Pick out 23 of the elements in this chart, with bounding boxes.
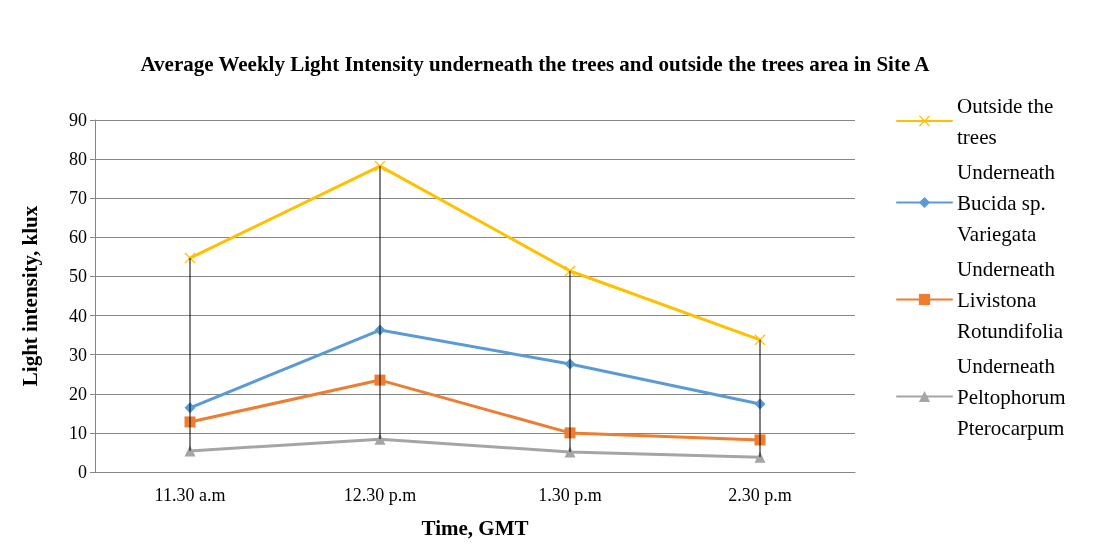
y-tick-label: 90	[69, 110, 87, 130]
y-tick-label: 30	[69, 344, 87, 365]
y-tick-label: 60	[69, 227, 87, 248]
y-axis-title: Light intensity, klux	[17, 205, 42, 387]
y-tick-label: 40	[69, 305, 87, 326]
y-tick-label: 0	[78, 462, 87, 482]
point	[754, 334, 766, 346]
y-tick-label: 70	[69, 188, 87, 209]
legend-label: Outside the trees	[957, 93, 1059, 149]
x-tick-label: 12.30 p.m	[343, 485, 417, 505]
legend-label: Underneath Bucida sp. Variegata	[957, 159, 1061, 246]
y-tick-label: 50	[69, 266, 87, 287]
y-tick-label: 80	[69, 149, 87, 170]
point	[374, 160, 386, 172]
x-tick-label: 2.30 p.m	[728, 485, 792, 505]
x-axis-title: Time, GMT	[421, 515, 529, 540]
legend-label: Underneath Livistona Rotundifolia	[957, 256, 1064, 343]
x-tick-label: 11.30 a.m	[154, 485, 226, 505]
legend-label: Underneath Peltophorum Pterocarpum	[957, 353, 1071, 440]
chart-title: Average Weekly Light Intensity underneath the trees and outside the trees area in Site A	[140, 52, 931, 76]
y-tick-label: 20	[69, 383, 87, 404]
y-tick-label: 10	[69, 422, 87, 443]
x-tick-label: 1.30 p.m	[538, 485, 602, 505]
